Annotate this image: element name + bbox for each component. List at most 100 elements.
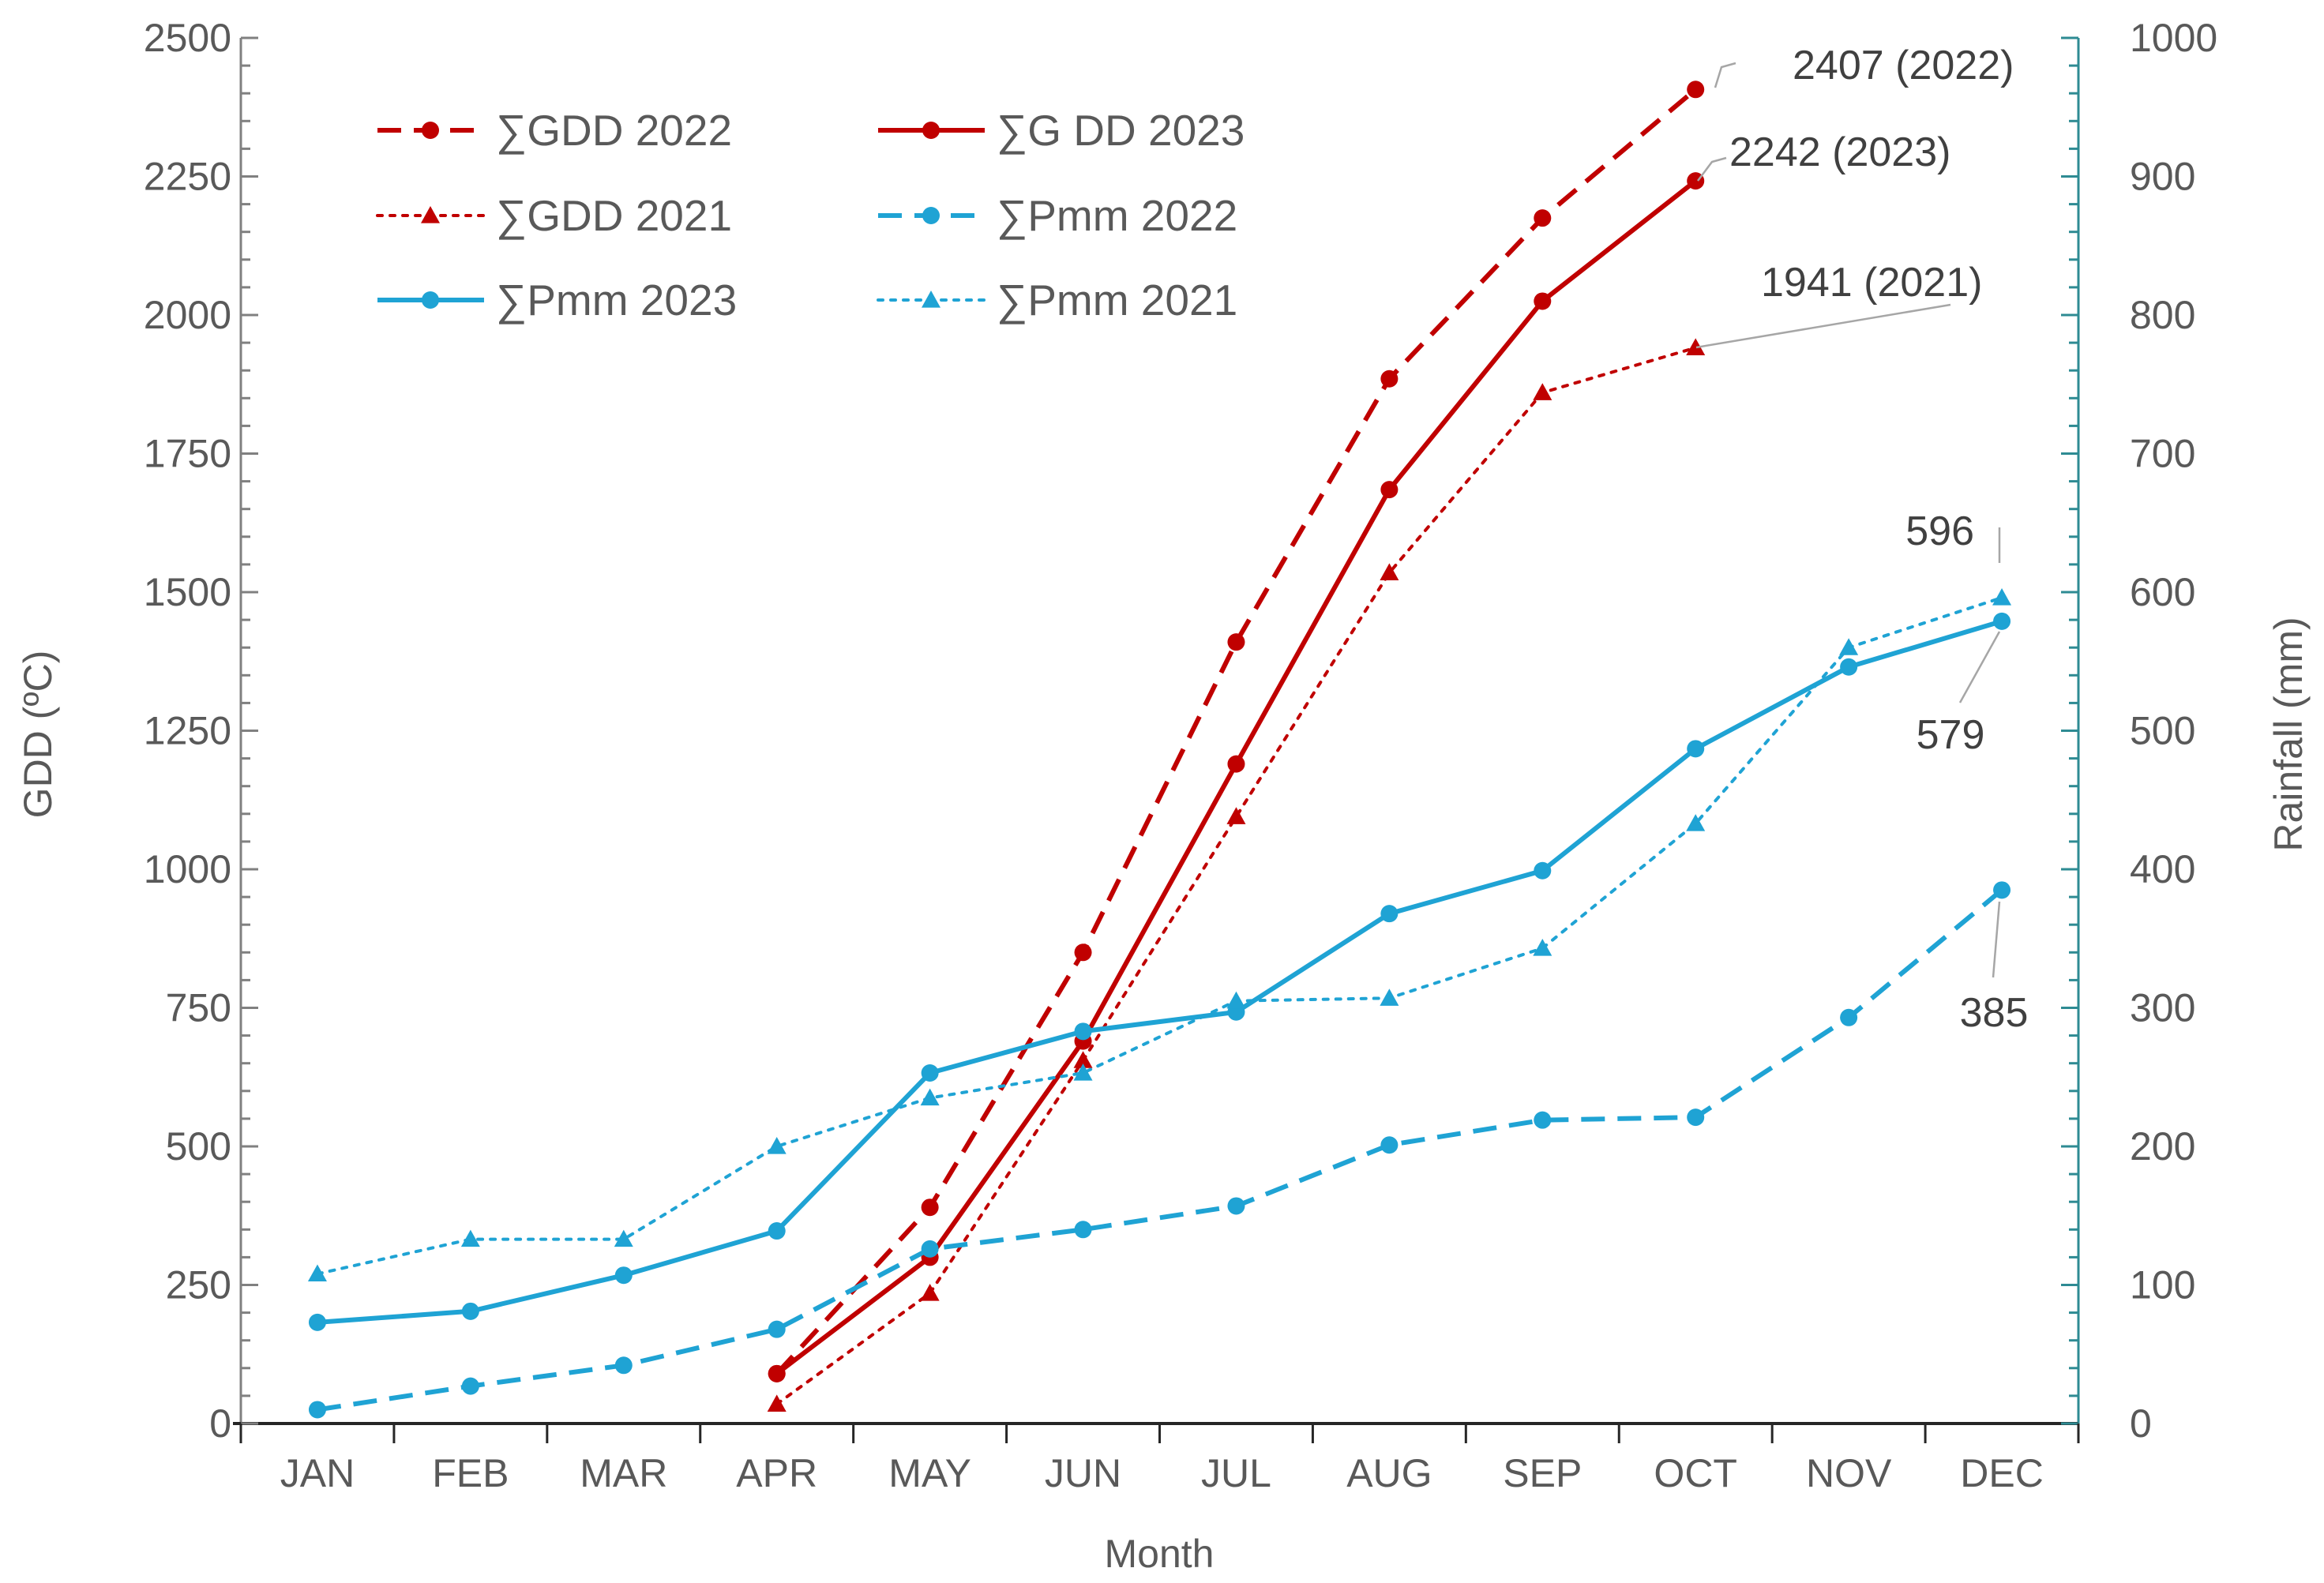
data-point-4-aug [1380,905,1399,923]
legend-label: ∑G DD 2023 [997,106,1245,155]
data-point-0-may [921,1199,939,1217]
legend-swatch-marker [422,122,439,139]
data-point-5-dec [1992,588,2012,606]
data-point-2-oct [1686,338,1706,356]
annotation-label: 596 [1905,508,1974,554]
legend-item-0: ∑GDD 2022 [377,106,732,155]
data-point-5-may [920,1088,940,1106]
y-right-tick-label: 500 [2130,709,2195,753]
data-point-5-oct [1686,814,1706,831]
annotation-leader [1992,901,2001,978]
data-point-4-feb [461,1302,479,1320]
data-point-2-aug [1380,563,1399,581]
data-point-5-aug [1380,988,1399,1006]
data-point-5-jun [1073,1063,1093,1081]
y-left-tick-label: 500 [166,1124,231,1168]
data-point-3-jun [1074,1221,1092,1239]
x-tick-label-feb: FEB [432,1451,509,1495]
annotation-label: 2407 (2022) [1793,43,2014,88]
data-point-4-nov [1840,658,1858,676]
data-point-0-jul [1227,633,1245,651]
y-left-tick-label: 1500 [144,570,231,614]
y-right-tick-label: 800 [2130,293,2195,337]
annotation-label: 2242 (2023) [1729,129,1950,175]
x-tick-label-aug: AUG [1346,1451,1432,1495]
data-point-4-may [921,1063,939,1082]
data-point-2-sep [1533,383,1552,400]
x-axis-title: Month [1105,1532,1215,1576]
series-5 [307,588,2012,1282]
axes-group: 0 250 500 750 1000 1250 1500 1750 2000 2250 2500 0 1… [144,16,2217,1495]
y-left-tick-label: 0 [209,1401,231,1446]
legend-item-4: ∑Pmm 2023 [377,276,737,324]
legend-swatch-marker [421,206,440,223]
data-point-1-sep [1534,292,1552,310]
y-left-tick-label: 250 [166,1263,231,1307]
y-left-tick-label: 2500 [144,16,231,60]
y-right-tick-label: 0 [2130,1401,2152,1446]
annotation-5: 385 [1960,901,2029,1036]
data-point-0-oct [1687,81,1705,99]
y-right-tick-label: 900 [2130,155,2195,199]
legend-label: ∑Pmm 2023 [496,276,737,324]
data-point-3-nov [1840,1008,1858,1026]
y-left-tick-label: 750 [166,986,231,1030]
series-group [307,81,2012,1419]
annotation-4: 579 [1917,631,2001,758]
x-tick-label-apr: APR [736,1451,817,1495]
data-point-3-jan [308,1401,326,1419]
legend: ∑GDD 2022 ∑G DD 2023 ∑GDD 2021 ∑Pmm 2022 ∑Pm… [376,106,1245,324]
legend-item-2: ∑GDD 2021 [376,191,732,240]
data-point-2-may [920,1284,940,1301]
x-tick-label-dec: DEC [1960,1451,2044,1495]
annotation-label: 385 [1960,990,2029,1036]
y-right-tick-label: 200 [2130,1124,2195,1168]
x-tick-label-may: MAY [888,1451,971,1495]
data-point-3-may [921,1240,939,1258]
series-3 [308,881,2011,1419]
y-axis-right-title: Rainfall (mm) [2266,617,2311,851]
legend-item-1: ∑G DD 2023 [878,106,1245,155]
data-point-5-feb [460,1229,480,1247]
data-point-4-apr [768,1222,786,1240]
y-right-tick-label: 100 [2130,1263,2195,1307]
y-axis-left-title: GDD (ºC) [16,651,60,819]
series-line-5 [316,596,2003,1276]
y-left-tick-label: 1750 [144,432,231,476]
y-left-tick-label: 1250 [144,709,231,753]
x-tick-label-mar: MAR [580,1451,667,1495]
annotation-0: 2407 (2022) [1714,43,2014,88]
data-point-4-sep [1534,861,1552,880]
legend-label: ∑Pmm 2022 [997,191,1237,240]
data-point-4-dec [1993,612,2011,630]
data-point-0-aug [1380,369,1399,388]
y-right-tick-label: 700 [2130,432,2195,476]
x-tick-label-jun: JUN [1045,1451,1121,1495]
data-point-1-aug [1380,481,1399,499]
series-2 [767,338,1706,1412]
data-point-3-apr [768,1320,786,1338]
annotation-3: 596 [1905,508,2001,563]
legend-item-5: ∑Pmm 2021 [877,276,1237,324]
y-left-tick-label: 2250 [144,155,231,199]
annotation-label: 579 [1917,712,1985,758]
data-point-3-jul [1227,1197,1245,1215]
data-point-2-jul [1226,807,1246,824]
annotation-leader [1695,303,1951,349]
x-tick-label-oct: OCT [1654,1451,1737,1495]
data-point-3-feb [461,1377,479,1395]
annotation-1: 2242 (2023) [1697,129,1950,182]
y-right-tick-label: 400 [2130,847,2195,891]
legend-label: ∑GDD 2022 [496,106,732,155]
series-line-4 [317,619,2003,1325]
data-point-3-oct [1687,1108,1705,1127]
data-point-3-dec [1993,881,2011,899]
x-tick-label-sep: SEP [1503,1451,1582,1495]
data-point-5-nov [1839,638,1859,655]
legend-swatch-marker [922,122,940,139]
legend-swatch-marker [422,291,439,309]
annotation-2: 1941 (2021) [1695,260,1982,349]
data-point-5-sep [1533,939,1552,956]
data-point-5-apr [767,1137,787,1154]
